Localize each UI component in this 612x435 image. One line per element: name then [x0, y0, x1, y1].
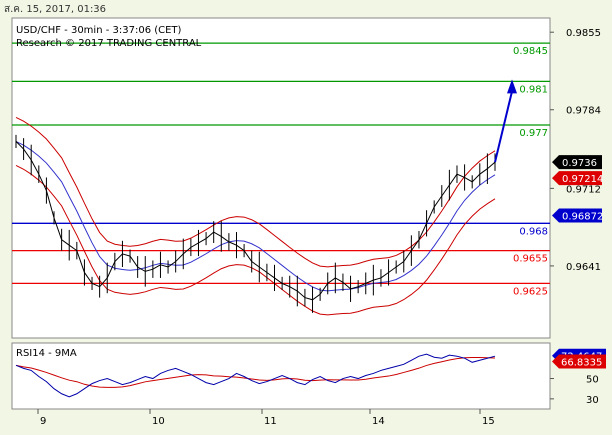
- y-tick-label-3: 0.9641: [566, 262, 601, 273]
- price-tag-label-0: 0.9736: [562, 158, 597, 169]
- x-tick-label-0: 9: [40, 416, 46, 427]
- price-panel: [11, 17, 551, 339]
- level-label-2: 0.977: [519, 128, 548, 139]
- forecast-arrow-shaft: [494, 91, 513, 163]
- rsi-tag-1: [552, 354, 606, 369]
- level-label-4: 0.9655: [513, 254, 548, 265]
- level-label-5: 0.9625: [513, 286, 548, 297]
- rsi-tag-label-1: 66.8335: [561, 357, 602, 368]
- level-label-1: 0.981: [519, 84, 548, 95]
- timestamp: ส.ค. 15, 2017, 01:36: [4, 4, 107, 15]
- moving-average: [15, 140, 496, 292]
- chart-subtitle: Research © 2017 TRADING CENTRAL: [16, 38, 202, 49]
- band-upper: [15, 116, 496, 268]
- price-tag-0: [552, 155, 602, 170]
- chart-title: USD/CHF - 30min - 3:37:06 (CET): [16, 25, 182, 36]
- x-tick-label-4: 15: [482, 416, 495, 427]
- price-tag-1: [552, 171, 602, 186]
- level-label-0: 0.9845: [513, 46, 548, 57]
- rsi-label: RSI14 - 9MA: [16, 348, 77, 359]
- x-tick-label-1: 10: [152, 416, 165, 427]
- y-tick-label-0: 0.9855: [566, 28, 601, 39]
- rsi-tick-label-0: 50: [586, 375, 599, 386]
- price-tag-2: [552, 208, 602, 223]
- level-label-3: 0.968: [519, 226, 548, 237]
- forecast-arrow-head: [507, 79, 517, 94]
- rsi-ma-line: [15, 357, 496, 388]
- rsi-tick-label-1: 30: [586, 395, 599, 406]
- rsi-line: [15, 353, 496, 398]
- x-tick-label-3: 14: [372, 416, 385, 427]
- band-lower: [15, 164, 496, 316]
- price-tag-label-1: 0.97214: [562, 174, 603, 185]
- price-line: [15, 141, 496, 301]
- y-tick-label-1: 0.9784: [566, 106, 601, 117]
- y-tick-label-2: 0.9712: [566, 184, 601, 195]
- x-tick-label-2: 11: [264, 416, 277, 427]
- price-tag-label-2: 0.96872: [562, 211, 603, 222]
